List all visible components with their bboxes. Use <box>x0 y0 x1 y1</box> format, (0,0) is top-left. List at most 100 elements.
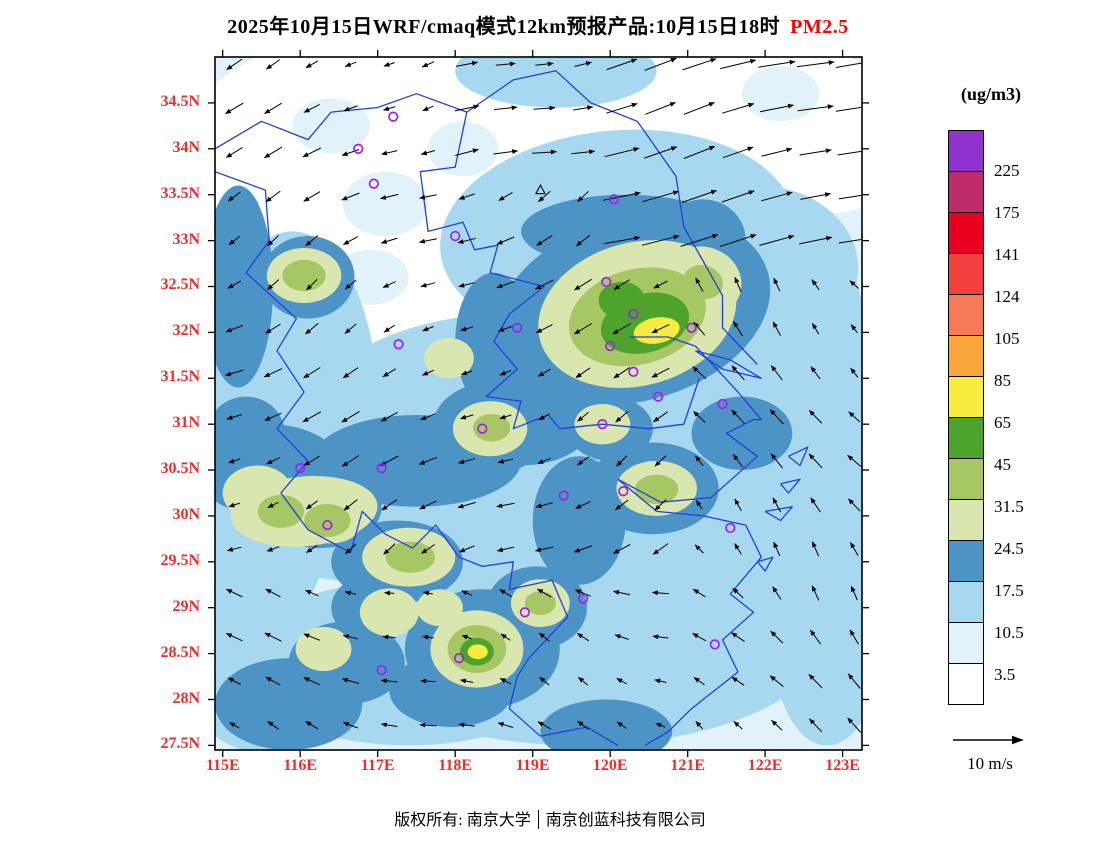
wind-vector <box>577 720 589 730</box>
lat-tick-label: 32.5N <box>160 276 200 294</box>
wind-vector <box>460 678 474 684</box>
wind-vector <box>720 58 757 70</box>
lat-tick-label: 29.5N <box>160 551 200 569</box>
wind-vector <box>538 190 551 203</box>
pm25-field-blob <box>342 171 429 236</box>
wind-vector <box>797 104 834 112</box>
wind-vector <box>384 590 395 596</box>
wind-vector <box>835 106 862 112</box>
wind-vector <box>263 368 283 378</box>
wind-vector <box>848 498 861 512</box>
wind-vector <box>538 632 550 642</box>
wind-vector <box>539 676 550 686</box>
wind-vector <box>420 678 436 684</box>
station-marker-circle <box>388 111 399 122</box>
wind-vector <box>838 194 862 200</box>
wind-vector <box>642 190 680 203</box>
wind-vector <box>420 413 436 421</box>
wind-vector <box>681 189 717 203</box>
wind-vector <box>495 61 516 67</box>
colorbar-cell <box>948 335 984 377</box>
wind-vector <box>496 281 515 289</box>
wind-vector <box>537 368 551 377</box>
copyright-footer: 版权所有: 南京大学 南京创蓝科技有限公司 <box>0 806 1100 830</box>
wind-vector <box>653 280 668 289</box>
plot-frame <box>214 56 863 751</box>
wind-vector <box>227 191 241 202</box>
wind-vector <box>499 370 512 376</box>
wind-vector <box>731 676 745 686</box>
wind-vector <box>770 630 784 644</box>
wind-vector <box>732 587 744 599</box>
wind-vector <box>305 589 319 597</box>
colorbar-tick-label: 65 <box>994 413 1011 432</box>
lat-tick-label: 31.5N <box>160 368 200 386</box>
wind-vector <box>613 366 631 379</box>
station-marker-circle <box>653 391 664 402</box>
wind-vector <box>303 103 320 113</box>
wind-vector <box>577 456 589 466</box>
wind-vector <box>769 675 784 687</box>
lat-tick-label: 30.5N <box>160 460 200 478</box>
station-marker-circle <box>353 143 364 154</box>
wind-vector <box>535 546 554 553</box>
lat-tick-label: 28.5N <box>160 643 200 661</box>
wind-vector <box>733 721 743 730</box>
species-label: PM2.5 <box>790 16 849 38</box>
wind-vector <box>382 368 397 378</box>
wind-vector <box>651 324 670 334</box>
wind-vector <box>655 722 666 728</box>
wind-vector <box>229 721 240 729</box>
wind-vector <box>344 543 357 555</box>
wind-vector <box>847 717 862 733</box>
wind-vector <box>422 369 435 376</box>
wind-vector <box>342 634 359 640</box>
wind-vector <box>264 102 282 115</box>
wind-vector <box>302 147 322 158</box>
wind-vector <box>613 590 631 596</box>
wind-vector <box>653 411 668 423</box>
wind-vector <box>849 542 859 556</box>
wind-vector <box>693 321 706 336</box>
wind-vector <box>850 585 858 601</box>
colorbar-cell <box>948 376 984 418</box>
wind-vector <box>759 103 794 113</box>
wind-vector <box>423 590 433 596</box>
wind-vector <box>498 191 513 202</box>
wind-vector <box>694 544 704 554</box>
pm25-field-blob <box>215 185 274 388</box>
lat-tick-label: 33N <box>172 230 200 248</box>
colorbar-tick-label: 45 <box>994 455 1011 474</box>
footer-divider <box>537 810 539 829</box>
wind-vector <box>734 277 742 293</box>
wind-vector <box>458 193 475 200</box>
colorbar-tick-label: 17.5 <box>994 581 1024 600</box>
pm25-field-blob <box>416 589 463 627</box>
wind-vector <box>574 61 592 67</box>
pm25-field-blob <box>455 57 657 108</box>
wind-vector <box>606 58 638 71</box>
wind-vector <box>305 720 319 730</box>
station-marker-circle <box>453 653 465 664</box>
pm25-field-blob <box>359 588 419 637</box>
wind-vector <box>796 60 835 68</box>
colorbar-cell <box>948 540 984 582</box>
wind-vector <box>722 146 754 159</box>
wind-vector <box>383 106 396 111</box>
wind-vector <box>654 455 667 467</box>
station-marker-circle <box>628 308 639 320</box>
wind-vector <box>496 502 515 509</box>
wind-vector <box>343 499 358 511</box>
wind-vector <box>303 677 321 686</box>
wind-vector <box>267 720 279 730</box>
wind-vector <box>808 673 823 689</box>
wind-vector <box>644 146 678 159</box>
province-boundary <box>617 336 762 503</box>
station-marker-circle <box>601 276 612 288</box>
colorbar-cell <box>948 663 984 705</box>
colorbar-tick-label: 3.5 <box>994 665 1016 684</box>
colorbar-cell <box>948 581 984 623</box>
wind-vector <box>721 190 755 203</box>
copyright-owner: 版权所有: 南京大学 <box>394 812 531 829</box>
